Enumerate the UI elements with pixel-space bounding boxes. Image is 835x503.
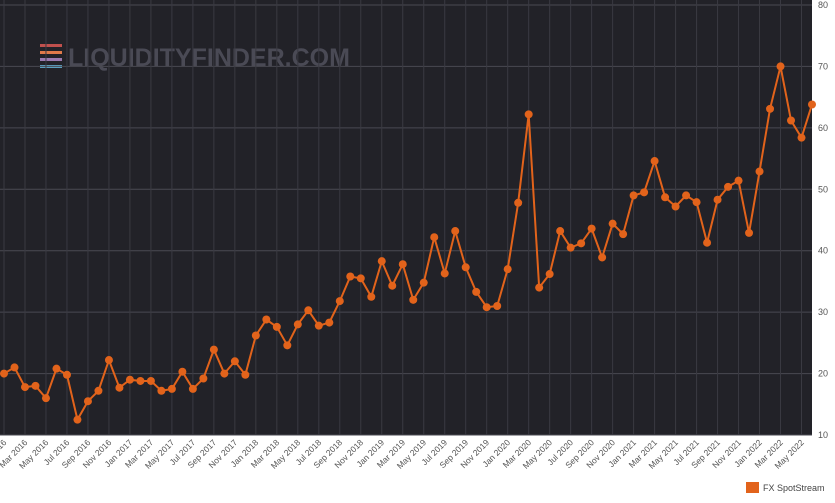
legend-label: FX SpotStream (763, 483, 825, 493)
data-point (545, 270, 554, 279)
data-point (671, 202, 680, 211)
data-point (272, 322, 281, 331)
data-point (482, 303, 491, 312)
data-point (797, 133, 806, 142)
data-point (787, 116, 796, 125)
data-point (556, 227, 565, 236)
data-point (440, 269, 449, 278)
data-point (766, 104, 775, 113)
data-point (377, 257, 386, 266)
data-point (104, 356, 113, 365)
data-point (503, 265, 512, 274)
data-point (325, 318, 334, 327)
data-point (356, 274, 365, 283)
data-point (755, 167, 764, 176)
data-point (125, 375, 134, 384)
data-point (146, 376, 155, 385)
y-tick-label: 20 (818, 369, 828, 379)
data-point (314, 321, 323, 330)
data-point (167, 384, 176, 393)
y-tick-label: 60 (818, 123, 828, 133)
data-point (283, 341, 292, 350)
y-tick-label: 70 (818, 61, 828, 71)
data-point (157, 386, 166, 395)
data-point (62, 370, 71, 379)
data-point (409, 295, 418, 304)
data-point (398, 260, 407, 269)
plot-background (0, 0, 812, 435)
data-point (629, 191, 638, 200)
data-point (20, 383, 29, 392)
data-point (640, 188, 649, 197)
watermark: LIQUIDITYFINDER.COM (68, 44, 350, 72)
data-point (230, 357, 239, 366)
data-point (619, 230, 628, 239)
data-point (713, 195, 722, 204)
data-point (220, 369, 229, 378)
data-point (31, 381, 40, 390)
data-point (661, 193, 670, 202)
y-tick-label: 30 (818, 307, 828, 317)
data-point (136, 376, 145, 385)
legend-swatch (746, 482, 759, 493)
data-point (734, 176, 743, 185)
data-point (650, 157, 659, 166)
data-point (293, 320, 302, 329)
data-point (419, 278, 428, 287)
data-point (251, 331, 260, 340)
data-point (577, 239, 586, 248)
data-point (451, 227, 460, 236)
data-point (367, 292, 376, 301)
data-point (724, 182, 733, 191)
data-point (241, 370, 250, 379)
data-point (692, 198, 701, 207)
data-point (335, 297, 344, 306)
data-point (461, 263, 470, 272)
data-point (346, 272, 355, 281)
data-point (41, 394, 50, 403)
data-point (178, 367, 187, 376)
data-point (808, 100, 816, 109)
data-point (83, 397, 92, 406)
y-tick-label: 80 (818, 0, 828, 10)
data-point (52, 364, 61, 373)
data-point (430, 233, 439, 242)
y-tick-label: 40 (818, 246, 828, 256)
data-point (262, 315, 271, 324)
data-point (115, 383, 124, 392)
data-point (493, 302, 502, 310)
y-tick-label: 10 (818, 430, 828, 440)
data-point (745, 228, 754, 237)
data-point (587, 224, 596, 233)
data-point (598, 253, 607, 262)
data-point (0, 369, 8, 378)
data-point (388, 281, 397, 290)
data-point (10, 363, 19, 372)
data-point (304, 306, 313, 315)
data-point (514, 198, 523, 207)
data-point (682, 191, 691, 200)
data-point (535, 283, 544, 292)
y-tick-label: 50 (818, 184, 828, 194)
data-point (776, 62, 785, 71)
data-point (703, 238, 712, 247)
data-point (209, 345, 218, 354)
data-point (188, 384, 197, 393)
data-point (199, 374, 208, 383)
data-point (608, 219, 617, 228)
data-point (566, 243, 575, 252)
data-point (73, 415, 82, 424)
data-point (472, 287, 481, 296)
data-point (94, 386, 103, 395)
data-point (524, 110, 533, 119)
